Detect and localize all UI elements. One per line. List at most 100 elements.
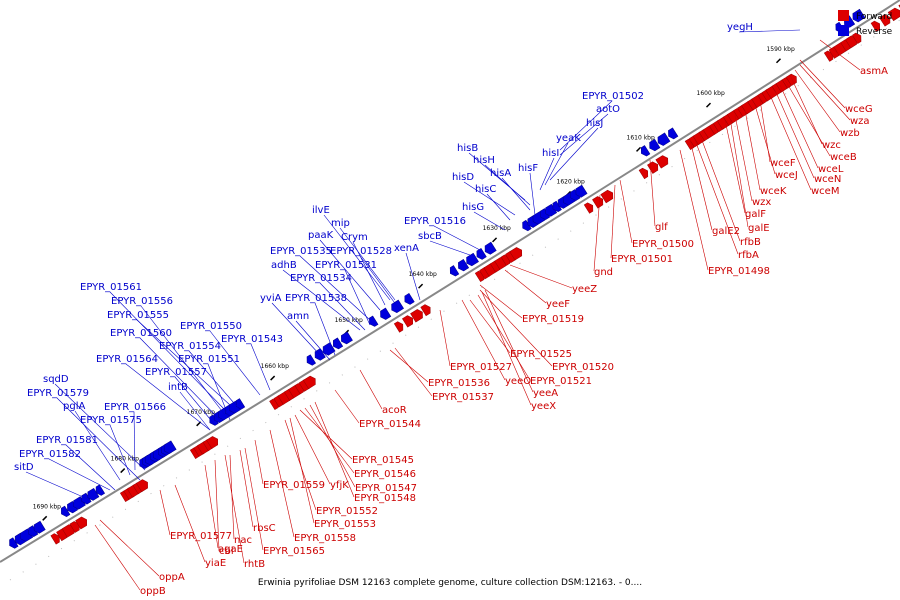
forward-gene-block: [870, 20, 881, 32]
reverse-label-leader: [295, 320, 331, 361]
reverse-gene-block: [522, 219, 532, 232]
forward-label-leader: [269, 429, 295, 538]
forward-label-leader: [479, 284, 523, 319]
reverse-label-leader: [54, 383, 146, 471]
reverse-label-leader: [319, 239, 381, 311]
forward-gene-label: wceJ: [775, 170, 798, 181]
forward-gene-label: wceL: [818, 164, 844, 175]
reverse-gene-label: adhB: [271, 260, 297, 271]
reverse-gene-label: EPYR_01561: [80, 282, 142, 293]
reverse-label-leader: [125, 363, 211, 431]
reverse-gene-label: hisD: [452, 172, 474, 183]
reverse-label-leader: [323, 214, 391, 301]
forward-label-leader: [394, 347, 433, 397]
forward-label-leader: [254, 439, 264, 485]
forward-gene-arrow: [647, 161, 659, 174]
reverse-gene-block: [552, 200, 562, 213]
forward-gene-label: yeeZ: [572, 284, 597, 295]
kbp-tick: [492, 237, 498, 243]
reverse-label-leader: [179, 391, 211, 431]
forward-gene-label: galE: [748, 223, 770, 234]
reverse-gene-label: EPYR_01566: [104, 402, 166, 413]
reverse-gene-label: hisI: [542, 148, 559, 159]
reverse-label-leader: [473, 211, 506, 231]
reverse-label-leader: [314, 302, 336, 356]
reverse-label-leader: [282, 269, 361, 331]
forward-gene-block: [410, 309, 423, 323]
reverse-gene-block: [33, 520, 46, 534]
reverse-label-leader: [433, 225, 481, 251]
reverse-gene-label: xenA: [394, 243, 419, 254]
reverse-gene-block: [332, 337, 344, 350]
gene-track: [9, 2, 900, 549]
reverse-gene-label: EPYR_01579: [27, 388, 89, 399]
forward-gene-label: EPYR_01559: [263, 480, 325, 491]
reverse-gene-arrow: [484, 241, 497, 255]
reverse-label-leader: [25, 471, 91, 501]
reverse-gene-arrow: [28, 525, 39, 538]
reverse-gene-label: EPYR_01554: [159, 341, 221, 352]
kbp-tick: [635, 146, 642, 152]
reverse-label-leader: [463, 181, 516, 216]
reverse-gene-label: yviA: [260, 293, 282, 304]
forward-label-leader: [461, 299, 506, 381]
reverse-gene-arrow: [552, 200, 562, 213]
kbp-label: 1590 kbp: [766, 46, 794, 53]
reverse-gene-label: EPYR_01543: [221, 334, 283, 345]
reverse-gene-arrow: [449, 265, 460, 277]
kbp-label: 1600 kbp: [697, 90, 725, 97]
reverse-gene-arrow: [668, 127, 679, 140]
forward-gene-label: galF: [745, 209, 766, 220]
reverse-gene-block: [369, 315, 379, 327]
reverse-label-leader: [250, 343, 271, 391]
forward-label-leader: [214, 459, 220, 551]
forward-label-leader: [744, 109, 761, 191]
reverse-label-leader: [549, 127, 599, 181]
forward-gene-arrow: [638, 167, 649, 180]
reverse-gene-block: [341, 331, 353, 345]
forward-gene-label: yeeO: [505, 376, 531, 387]
forward-gene-label: EPYR_01536: [428, 378, 490, 389]
forward-gene-arrow: [302, 375, 316, 390]
forward-gene-block: [75, 516, 87, 530]
reverse-gene-block: [668, 127, 679, 140]
reverse-label-leader: [559, 113, 609, 156]
forward-label-leader: [229, 454, 235, 540]
reverse-gene-label: mip: [331, 218, 350, 229]
reverse-gene-arrow: [33, 520, 46, 534]
forward-label-leader: [204, 464, 219, 549]
reverse-label-leader: [207, 363, 231, 421]
reverse-gene-arrow: [649, 138, 661, 152]
legend-forward-swatch: [838, 10, 849, 21]
reverse-gene-label: sbcB: [418, 231, 442, 242]
reverse-gene-label: EPYR_01551: [178, 354, 240, 365]
forward-gene-label: rfbA: [738, 250, 759, 261]
forward-label-leader: [159, 489, 171, 536]
reverse-gene-arrow: [369, 315, 379, 327]
reverse-gene-block: [458, 259, 470, 272]
forward-gene-label: EPYR_01501: [611, 254, 673, 265]
reverse-gene-arrow: [163, 440, 177, 454]
forward-gene-block: [647, 161, 659, 174]
forward-gene-label: yeeX: [531, 401, 556, 412]
forward-label-leader: [679, 149, 709, 271]
forward-label-leader: [799, 64, 851, 121]
reverse-gene-block: [545, 203, 558, 217]
forward-gene-label: glf: [655, 222, 668, 233]
kbp-tick: [120, 468, 126, 474]
forward-label-leader: [729, 117, 749, 228]
forward-label-leader: [309, 404, 356, 488]
legend-reverse-swatch: [838, 25, 849, 36]
forward-gene-block: [206, 436, 219, 449]
forward-gene-block: [887, 7, 900, 22]
reverse-gene-arrow: [306, 354, 316, 366]
forward-gene-label: yfjK: [330, 480, 349, 491]
kbp-label: 1620 kbp: [557, 178, 585, 185]
reverse-gene-label: sqdD: [43, 374, 69, 385]
forward-label-leader: [469, 299, 511, 354]
forward-label-leader: [794, 69, 841, 133]
forward-label-leader: [94, 524, 141, 591]
reverse-label-leader: [529, 172, 536, 216]
forward-gene-label: EPYR_01552: [316, 506, 378, 517]
kbp-label: 1610 kbp: [627, 134, 655, 141]
